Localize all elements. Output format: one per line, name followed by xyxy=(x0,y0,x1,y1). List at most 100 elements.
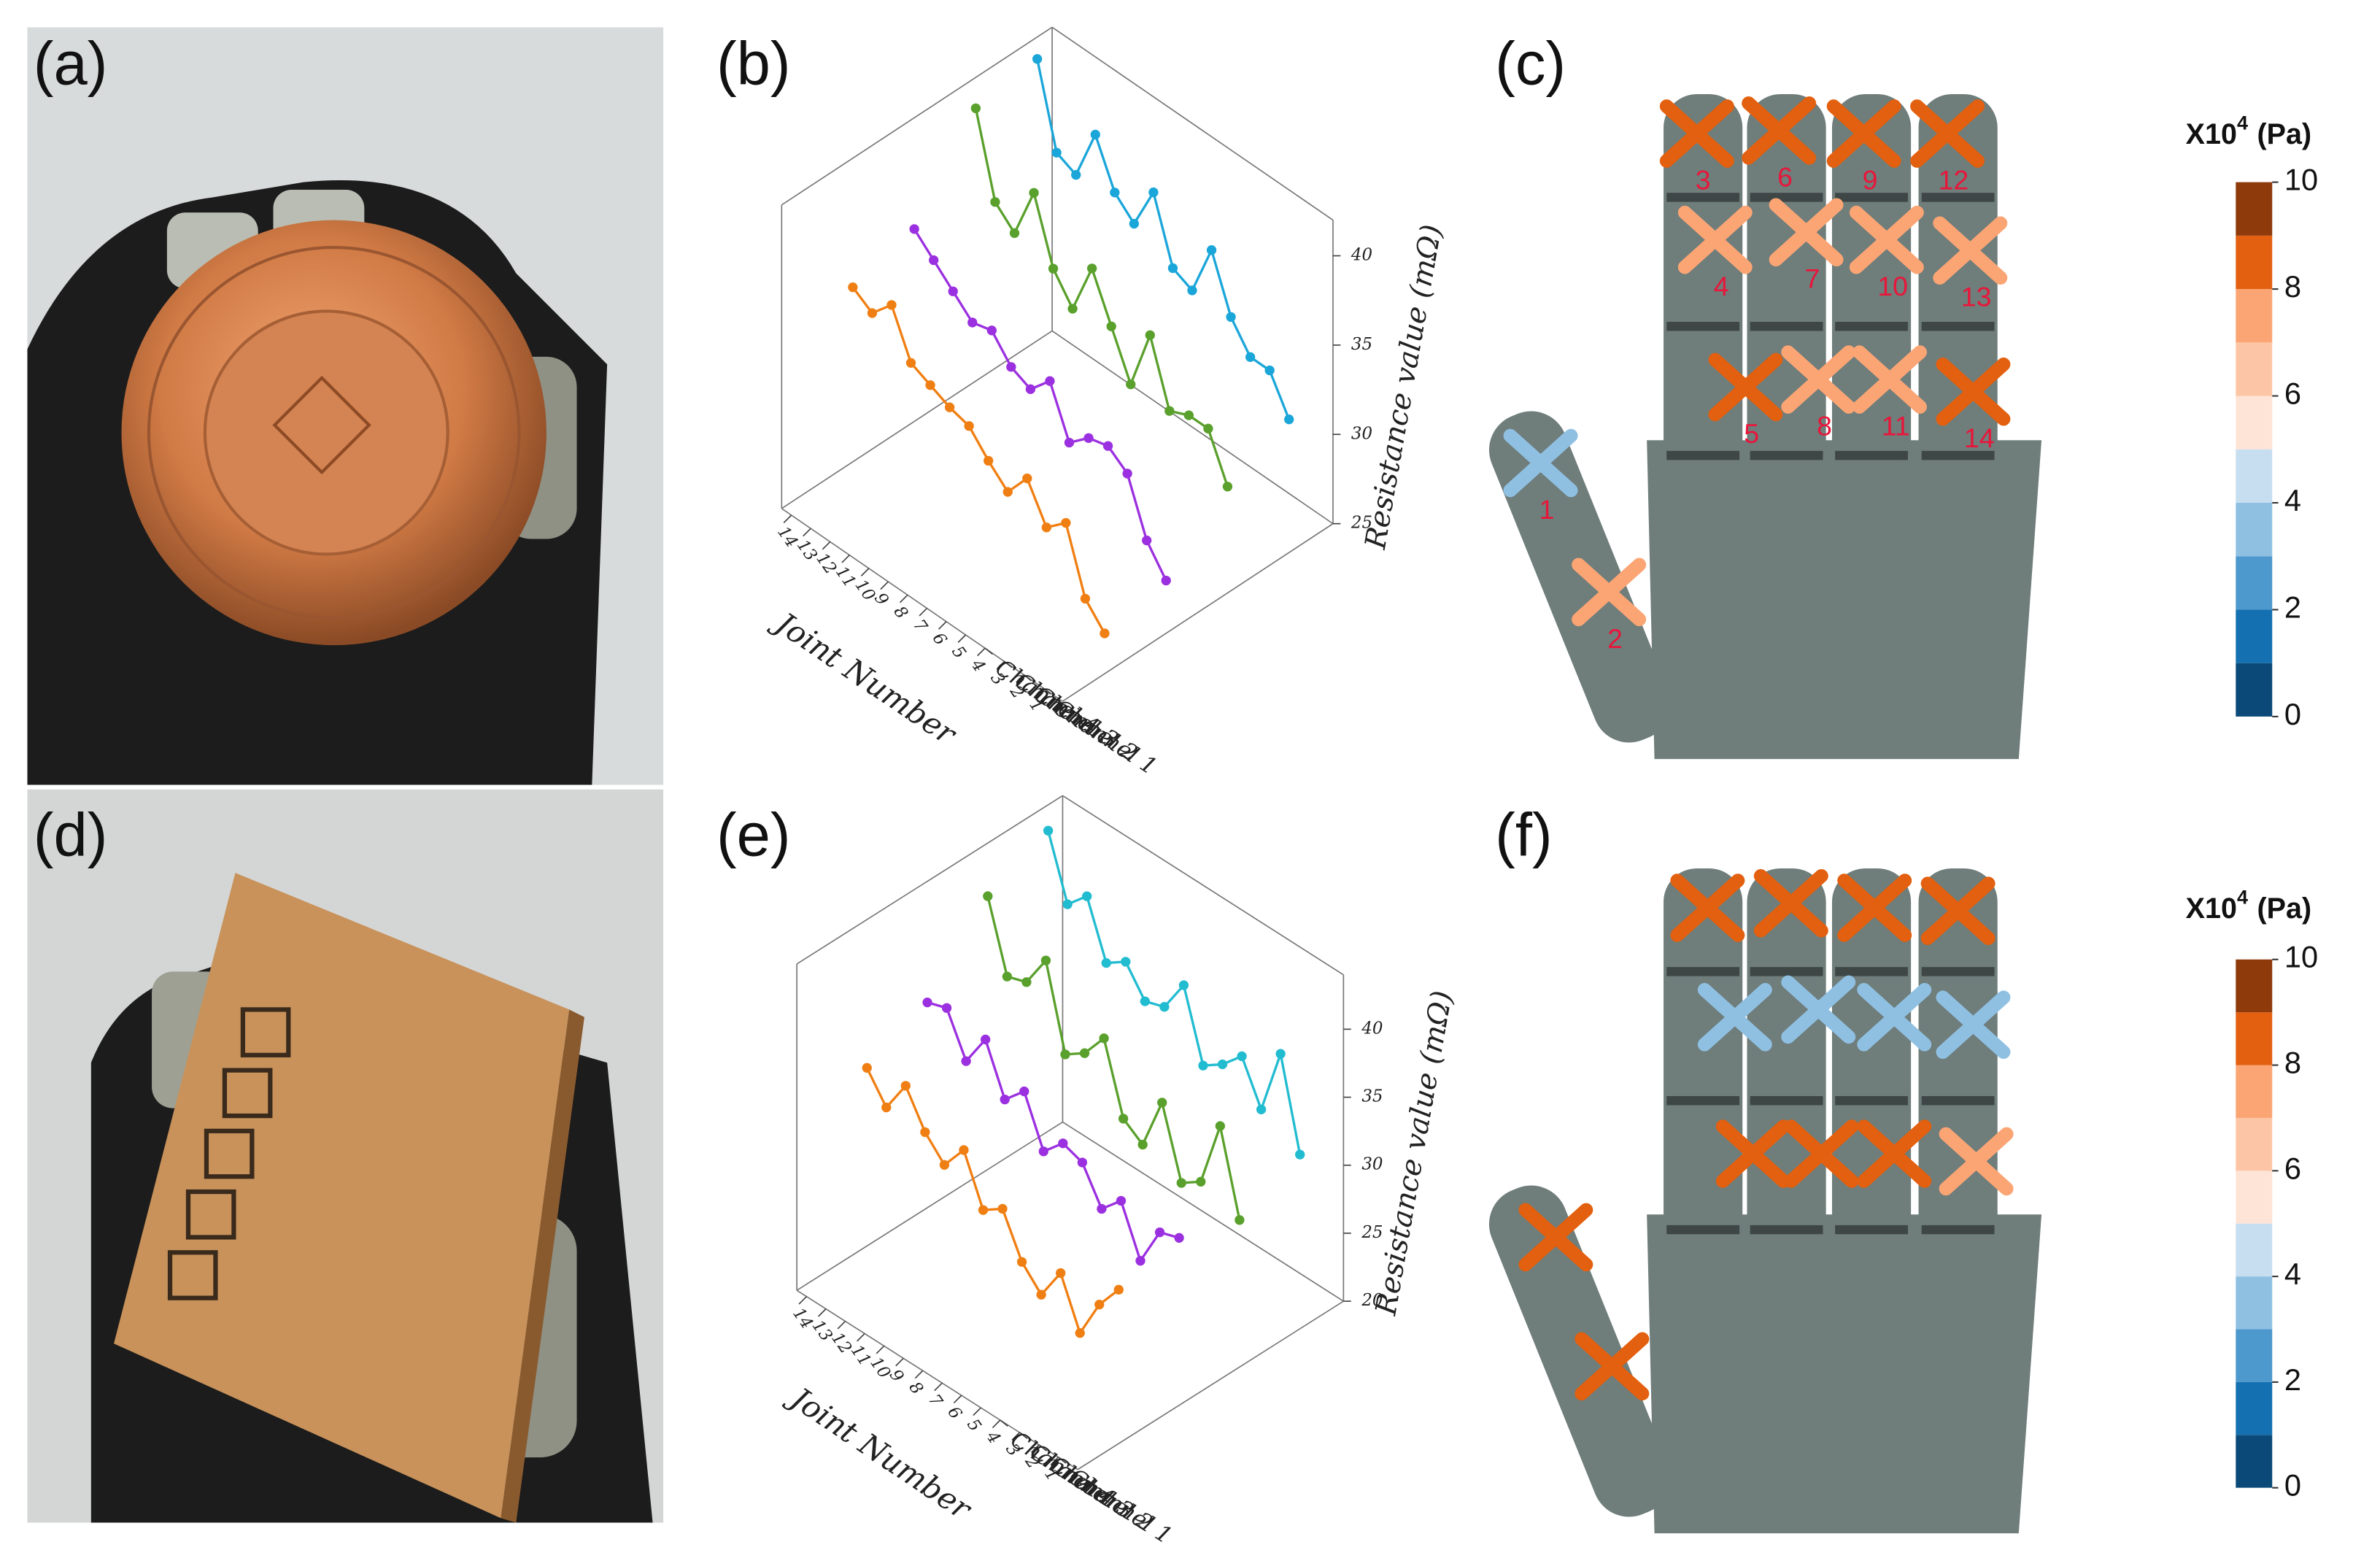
pressure-marker xyxy=(1659,99,1734,168)
data-point xyxy=(1022,473,1032,484)
data-point xyxy=(1122,469,1132,479)
box-edge xyxy=(1051,26,1334,221)
colorbar-tick-label: 6 xyxy=(2284,1151,2301,1185)
data-point xyxy=(1009,228,1020,239)
z-tick xyxy=(1019,1432,1028,1439)
data-point xyxy=(961,1056,971,1066)
data-point xyxy=(1142,535,1152,546)
data-point xyxy=(1135,1255,1145,1266)
data-point xyxy=(986,325,997,336)
colorbar-cell xyxy=(2236,289,2273,343)
data-point xyxy=(925,380,935,390)
x-tick-label: 6 xyxy=(943,1403,965,1423)
data-point xyxy=(1056,1268,1066,1279)
data-point xyxy=(1016,1257,1027,1267)
panel-label: (f) xyxy=(1495,801,1553,868)
hand-finger xyxy=(1664,93,1743,474)
x-tick xyxy=(876,1345,885,1354)
box-edge xyxy=(1051,330,1334,525)
x-tick xyxy=(996,660,1005,670)
y-tick-label: 20 xyxy=(1361,1291,1383,1310)
x-tick xyxy=(783,514,792,523)
data-point xyxy=(1002,487,1013,497)
data-point xyxy=(1215,1121,1226,1131)
data-point xyxy=(944,402,955,412)
data-point xyxy=(1102,441,1113,451)
x-tick-label: 7 xyxy=(924,1391,946,1411)
colorbar-cell xyxy=(2236,1223,2273,1277)
data-point xyxy=(1094,1300,1105,1310)
series-line xyxy=(1047,830,1302,1155)
colorbar-title: X104 (Pa) xyxy=(2186,112,2311,151)
data-point xyxy=(1198,1060,1208,1071)
x-tick xyxy=(992,1419,1001,1428)
colorbar-tick-label: 2 xyxy=(2284,1362,2301,1397)
panel-label: (a) xyxy=(34,30,108,98)
data-point xyxy=(848,282,858,293)
z-tick xyxy=(1038,1444,1047,1451)
colorbar-cell xyxy=(2236,182,2273,236)
y-tick-label: 40 xyxy=(1351,246,1372,265)
data-point xyxy=(909,224,919,234)
data-point xyxy=(922,997,932,1008)
data-point xyxy=(1164,406,1175,416)
pressure-marker xyxy=(1503,428,1578,498)
data-point xyxy=(1226,312,1236,323)
x-tick-label: 4 xyxy=(967,655,989,676)
marker-label: 12 xyxy=(1939,165,1969,196)
data-point xyxy=(1040,955,1051,965)
colorbar-cell xyxy=(2236,609,2273,663)
data-point xyxy=(941,1003,952,1013)
y-axis-title: Resistance value (mΩ) xyxy=(1359,222,1449,552)
pressure-marker xyxy=(1697,983,1772,1052)
x-tick xyxy=(895,1357,904,1367)
colorbar-tick-label: 0 xyxy=(2284,1468,2301,1503)
colorbar-title-part: 4 xyxy=(2237,887,2248,909)
data-point xyxy=(1067,304,1078,314)
colorbar-tick-label: 2 xyxy=(2284,590,2301,624)
pressure-marker xyxy=(1518,1203,1593,1272)
colorbar-title-part: (Pa) xyxy=(2257,893,2312,925)
data-point xyxy=(1086,263,1097,274)
hand-finger xyxy=(1747,868,1826,1249)
series-line xyxy=(851,286,1106,634)
x-tick xyxy=(857,1333,865,1342)
pressure-marker xyxy=(1933,216,2008,285)
colorbar-tick-label: 8 xyxy=(2284,1046,2301,1080)
data-point xyxy=(881,1102,892,1113)
data-point xyxy=(1025,384,1036,394)
pressure-marker xyxy=(1936,990,2011,1060)
data-point xyxy=(1101,957,1111,968)
pressure-marker xyxy=(1936,357,2011,426)
x-tick-label: 6 xyxy=(929,629,951,649)
x-tick xyxy=(953,1395,962,1404)
marker-label: 2 xyxy=(1607,623,1623,654)
series-line xyxy=(1036,58,1291,420)
photo-d xyxy=(27,789,664,1523)
data-point xyxy=(1075,1327,1085,1338)
data-point xyxy=(1174,1233,1184,1243)
data-point xyxy=(1113,1284,1124,1295)
data-point xyxy=(1060,1049,1070,1060)
x-tick xyxy=(973,1407,981,1416)
data-point xyxy=(1061,517,1071,528)
colorbar-title-part: X10 xyxy=(2186,119,2237,151)
hand-palm xyxy=(1647,1214,2042,1534)
colorbar-cell xyxy=(2236,1329,2273,1382)
x-tick-label: 5 xyxy=(963,1416,985,1435)
data-point xyxy=(886,300,897,310)
pressure-marker xyxy=(1857,983,1932,1052)
box-edge xyxy=(1077,1300,1344,1470)
data-point xyxy=(1256,1104,1267,1114)
data-point xyxy=(1064,437,1075,448)
z-tick xyxy=(984,647,993,655)
data-point xyxy=(990,197,1000,207)
data-point xyxy=(1106,321,1116,331)
marker-label: 8 xyxy=(1817,411,1832,442)
data-point xyxy=(1083,433,1094,443)
x-tick xyxy=(880,581,889,590)
box-edge xyxy=(1062,795,1344,976)
y-tick-label: 35 xyxy=(1361,1087,1383,1106)
series-line xyxy=(927,1001,1180,1264)
colorbar-cell xyxy=(2236,502,2273,557)
